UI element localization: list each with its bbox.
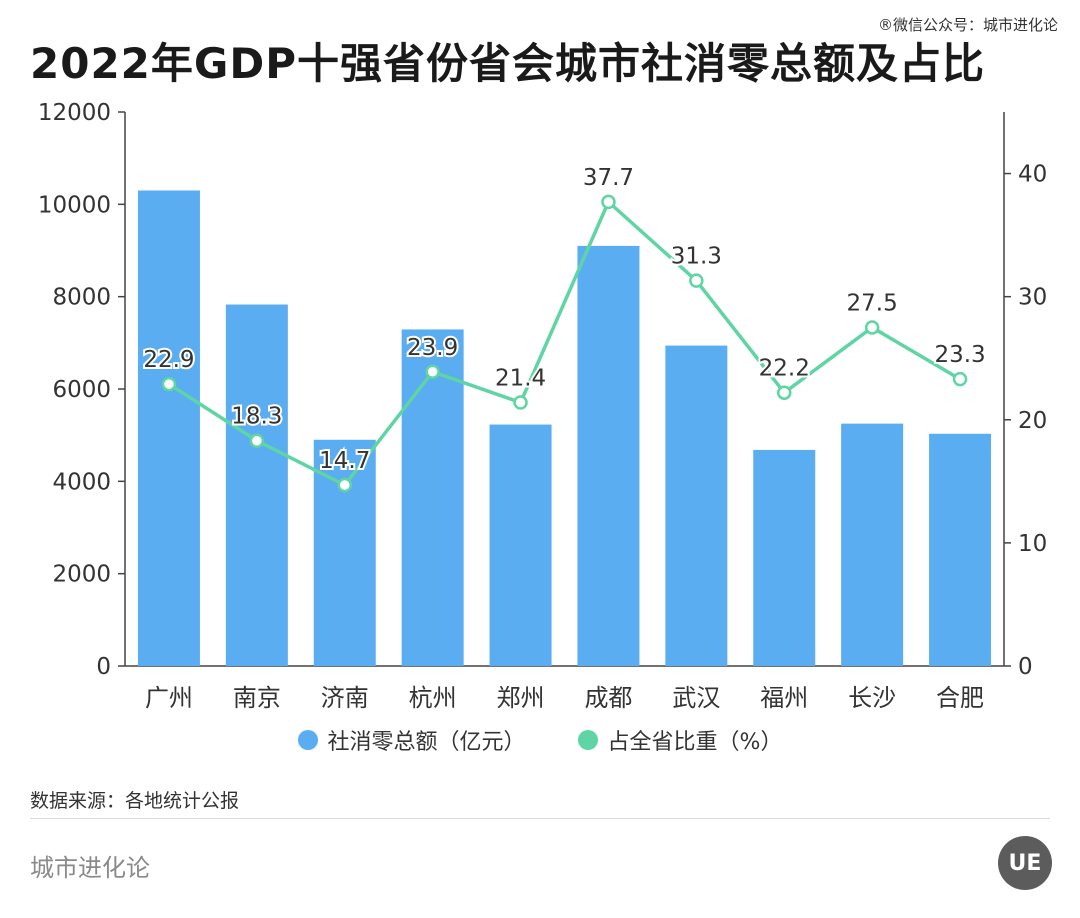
watermark-text: ®微信公众号：城市进化论: [877, 16, 1058, 34]
line-point: [513, 395, 528, 410]
line-point: [952, 371, 968, 387]
bar: [489, 424, 552, 666]
line-data-label: 14.7: [319, 448, 370, 474]
y-right-tick-label: 20: [1018, 408, 1047, 434]
x-tick-label: 济南: [321, 684, 369, 712]
y-left-tick-label: 4000: [52, 469, 111, 495]
legend-item-line: 占全省比重（%）: [577, 724, 783, 756]
brand-logo: UE: [998, 836, 1052, 890]
line-point: [337, 477, 352, 493]
y-left-tick-label: 2000: [52, 562, 111, 588]
y-left-tick-label: 0: [96, 654, 111, 680]
bar: [577, 245, 640, 666]
bar: [841, 423, 904, 666]
line-data-label: 21.4: [495, 366, 546, 392]
legend-label-line: 占全省比重（%）: [607, 730, 783, 755]
y-right-tick-label: 30: [1018, 285, 1047, 311]
line-point: [777, 385, 792, 400]
y-left-tick-label: 10000: [38, 192, 111, 218]
bar: [753, 449, 816, 666]
x-tick-label: 南京: [233, 684, 281, 712]
legend-swatch-line: [577, 730, 598, 750]
line-data-label: 18.3: [231, 404, 282, 430]
legend-item-bar: 社消零总额（亿元）: [297, 724, 526, 756]
y-right-tick-label: 40: [1018, 162, 1047, 188]
combo-chart: 0 2000 4000 6000 8000 10000 12000 0 10 20 30 40 广州 南京…: [38, 100, 1047, 712]
y-right-tick-label: 0: [1018, 654, 1033, 680]
legend: 社消零总额（亿元） 占全省比重（%）: [0, 724, 1080, 756]
bar: [665, 345, 728, 666]
brand-name: 城市进化论: [30, 854, 150, 882]
legend-swatch-bar: [297, 730, 318, 750]
chart-title: 2022年GDP十强省份省会城市社消零总额及占比: [30, 39, 986, 88]
y-left-tick-label: 6000: [52, 377, 111, 403]
line-data-label: 23.3: [934, 342, 985, 368]
x-tick-label: 合肥: [936, 684, 984, 712]
y-left-tick-label: 8000: [52, 285, 111, 311]
x-tick-label: 广州: [145, 684, 193, 712]
x-tick-label: 福州: [760, 684, 808, 712]
x-tick-label: 武汉: [672, 684, 720, 712]
x-tick-label: 长沙: [848, 684, 896, 712]
bar: [929, 433, 992, 666]
bar: [401, 329, 464, 666]
line-data-label: 22.9: [143, 347, 194, 373]
line-point: [161, 376, 177, 392]
source-note: 数据来源：各地统计公报: [30, 790, 240, 812]
y-right-tick-label: 10: [1018, 531, 1047, 557]
line-data-label: 27.5: [847, 290, 898, 316]
x-tick-label: 成都: [584, 684, 632, 712]
line-point: [249, 433, 265, 448]
y-left-tick-label: 12000: [38, 100, 111, 126]
line-point: [601, 194, 616, 210]
line-point: [425, 364, 440, 380]
line-data-label: 37.7: [583, 165, 634, 191]
line-point: [689, 273, 704, 288]
bar: [225, 304, 288, 666]
line-data-label: 31.3: [671, 244, 722, 270]
x-tick-label: 郑州: [497, 684, 545, 712]
legend-label-bar: 社消零总额（亿元）: [327, 730, 526, 755]
divider: [30, 818, 1050, 819]
x-tick-label: 杭州: [409, 684, 457, 712]
line-point: [864, 320, 880, 335]
bar: [137, 190, 200, 666]
line-data-label: 23.9: [407, 335, 458, 361]
line-data-label: 22.2: [759, 356, 810, 382]
line-series: [168, 200, 961, 487]
bar: [313, 439, 376, 666]
